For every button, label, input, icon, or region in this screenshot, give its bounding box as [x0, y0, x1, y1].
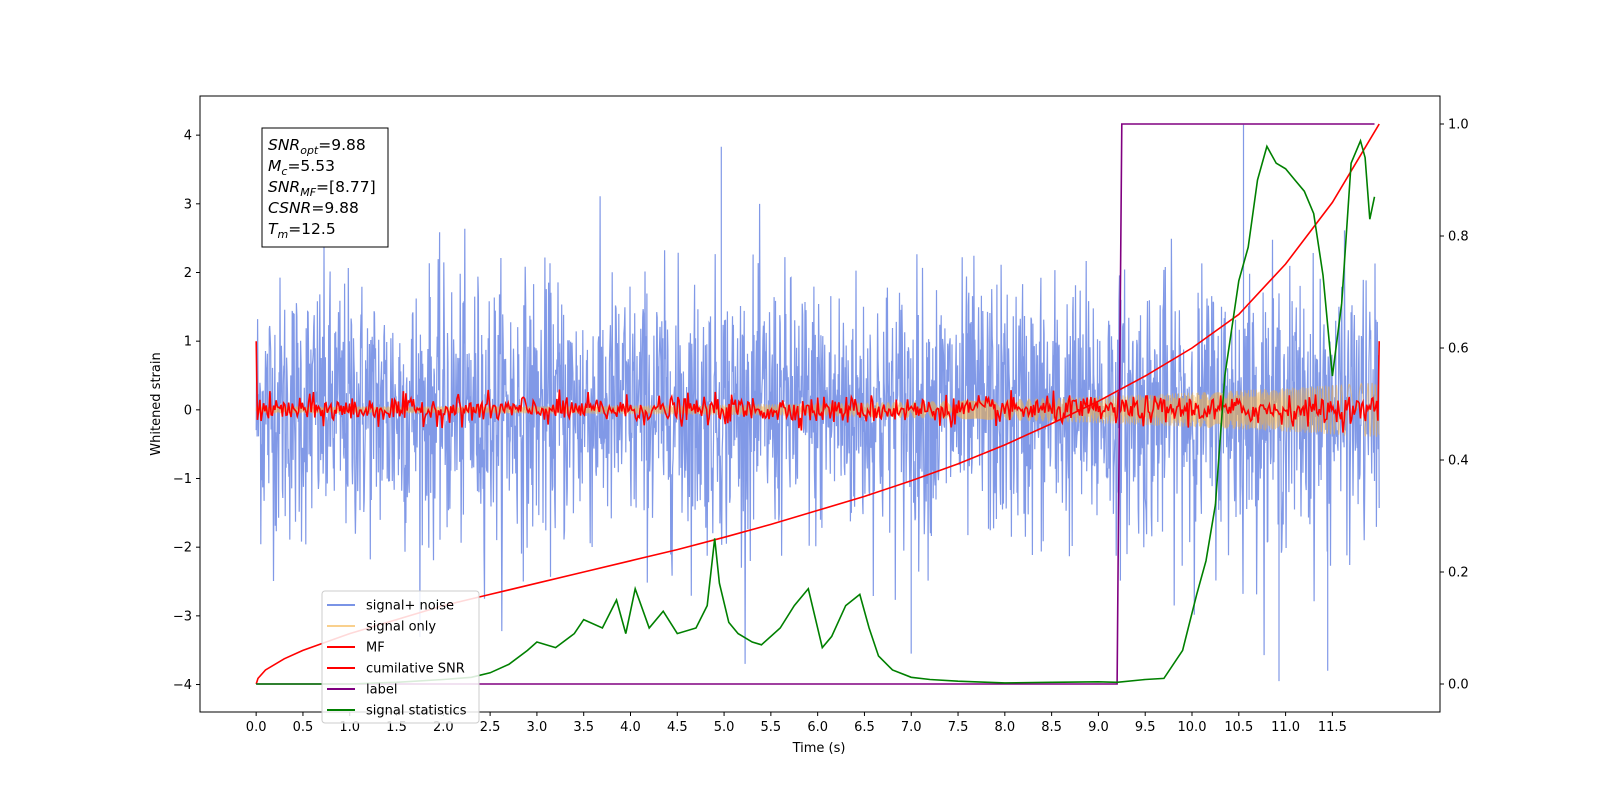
annotation-subscript: c	[281, 165, 287, 178]
x-tick-label: 2.5	[480, 720, 501, 735]
x-tick-label: 7.5	[948, 720, 969, 735]
y-tick-label: 0	[184, 403, 192, 418]
y2-tick-label: 1.0	[1448, 118, 1469, 133]
annotation-symbol: SNR	[268, 136, 300, 154]
y-tick-label: −4	[173, 678, 192, 693]
annotation-line: SNRopt=9.88	[268, 136, 366, 157]
annotation-line: Mc=5.53	[268, 157, 335, 178]
x-tick-label: 11.0	[1271, 720, 1300, 735]
annotation-subscript: m	[277, 228, 288, 241]
annotation-subscript: MF	[300, 186, 316, 199]
y-tick-label: 3	[184, 197, 192, 212]
annotation-value: =5.53	[287, 157, 335, 175]
y2-tick-label: 0.8	[1448, 230, 1469, 245]
axes-frame	[199, 95, 1441, 713]
y2-tick-label: 0.4	[1448, 454, 1469, 469]
x-tick-label: 5.5	[761, 720, 782, 735]
x-tick-label: 3.5	[573, 720, 594, 735]
annotation-value: =9.88	[318, 136, 366, 154]
y2-tick-label: 0.0	[1448, 678, 1469, 693]
legend-label: signal only	[366, 620, 436, 635]
legend: signal+ noise signal only MF cumilative SNR…	[321, 590, 480, 724]
annotation-line: SNRMF=[8.77]	[268, 178, 376, 199]
y-tick-label: −1	[173, 472, 192, 487]
x-tick-label: 7.0	[901, 720, 922, 735]
series-signal-plus-noise	[255, 124, 1380, 682]
x-tick-label: 10.0	[1178, 720, 1207, 735]
x-tick-label: 6.5	[854, 720, 875, 735]
x-tick-label: 6.0	[807, 720, 828, 735]
y-axis-left: −4 −3 −2 −1 0 1 2 3 4	[173, 129, 200, 693]
series-mf	[255, 341, 1380, 433]
y2-tick-label: 0.2	[1448, 566, 1469, 581]
legend-label: signal+ noise	[366, 599, 454, 614]
legend-label: signal statistics	[366, 704, 467, 719]
series-label	[256, 123, 1375, 685]
stats-annotation-box: SNRopt=9.88Mc=5.53SNRMF=[8.77]CSNR=9.88T…	[261, 127, 389, 248]
x-tick-label: 9.5	[1135, 720, 1156, 735]
x-tick-label: 4.0	[620, 720, 641, 735]
y-axis-label: Whitened strain	[149, 352, 164, 455]
annotation-line: CSNR=9.88	[268, 199, 359, 217]
annotation-symbol: SNR	[268, 178, 300, 196]
annotation-value: =[8.77]	[316, 178, 376, 196]
annotation-symbol: M	[268, 157, 281, 175]
x-tick-label: 1.0	[339, 720, 360, 735]
series-signal-statistics	[256, 138, 1376, 685]
legend-label: MF	[366, 641, 385, 656]
x-tick-label: 3.0	[527, 720, 548, 735]
x-tick-label: 2.0	[433, 720, 454, 735]
x-tick-label: 1.5	[386, 720, 407, 735]
legend-frame	[321, 590, 480, 724]
y-tick-label: 2	[184, 266, 192, 281]
legend-label: cumilative SNR	[366, 662, 465, 677]
x-tick-label: 8.5	[1041, 720, 1062, 735]
annotation-value: =12.5	[288, 220, 336, 238]
annotation-value: =9.88	[311, 199, 359, 217]
annotation-frame	[261, 127, 389, 248]
x-tick-label: 10.5	[1224, 720, 1253, 735]
x-axis-label: Time (s)	[792, 741, 846, 756]
y-tick-label: 4	[184, 129, 192, 144]
x-axis: 0.0 0.5 1.0 1.5 2.0 2.5 3.0 3.5 4.0 4.5 5.0 5.5 6.0 6…	[246, 712, 1347, 735]
y-tick-label: −2	[173, 541, 192, 556]
annotation-symbol: CSNR	[268, 199, 311, 217]
x-tick-label: 11.5	[1318, 720, 1347, 735]
x-tick-label: 0.0	[246, 720, 267, 735]
x-tick-label: 9.0	[1088, 720, 1109, 735]
x-tick-label: 5.0	[714, 720, 735, 735]
annotation-symbol: T	[268, 220, 279, 238]
y-tick-label: 1	[184, 335, 192, 350]
x-tick-label: 4.5	[667, 720, 688, 735]
legend-label: label	[366, 683, 397, 698]
annotation-subscript: opt	[300, 144, 319, 157]
y-tick-label: −3	[173, 609, 192, 624]
annotation-line: Tm=12.5	[268, 220, 336, 241]
y-axis-right: 0.0 0.2 0.4 0.6 0.8 1.0	[1440, 118, 1469, 693]
x-tick-label: 8.0	[994, 720, 1015, 735]
y2-tick-label: 0.6	[1448, 342, 1469, 357]
x-tick-label: 0.5	[293, 720, 314, 735]
